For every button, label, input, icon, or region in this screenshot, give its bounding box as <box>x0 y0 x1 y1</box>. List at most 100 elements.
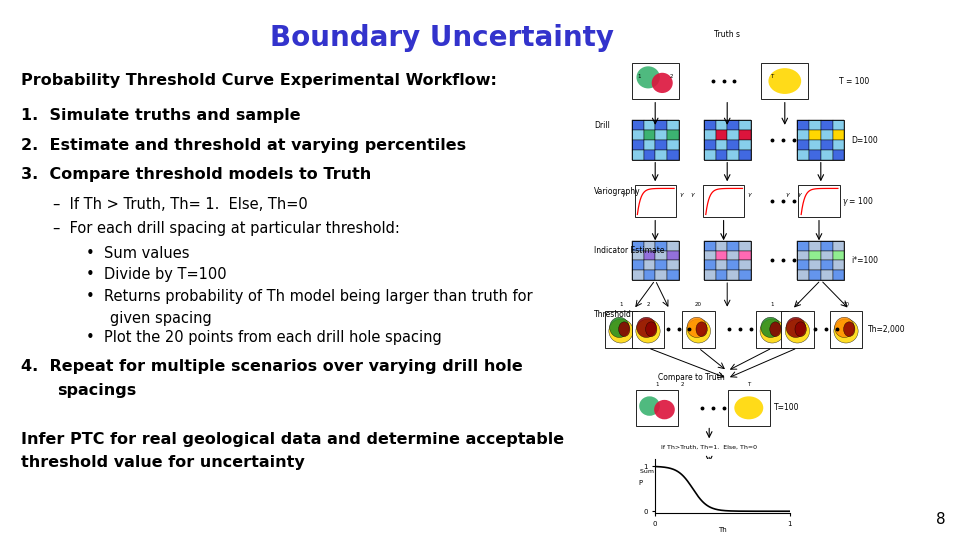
Bar <box>715 260 728 270</box>
Text: •  Plot the 20 points from each drill hole spacing: • Plot the 20 points from each drill hol… <box>86 330 443 346</box>
Bar <box>683 311 714 348</box>
Bar <box>667 241 679 251</box>
Bar <box>635 185 676 218</box>
Bar <box>643 241 655 251</box>
Bar <box>667 140 679 150</box>
Bar <box>632 260 643 270</box>
Bar <box>821 270 832 280</box>
Bar <box>739 150 751 160</box>
Bar <box>728 270 739 280</box>
Ellipse shape <box>610 317 629 338</box>
Bar <box>655 130 667 140</box>
Bar <box>739 260 751 270</box>
Bar <box>739 251 751 260</box>
Bar <box>832 270 844 280</box>
Ellipse shape <box>760 319 784 343</box>
Bar <box>832 120 844 130</box>
Bar <box>715 130 728 140</box>
Text: –  If Th > Truth, Th= 1.  Else, Th=0: – If Th > Truth, Th= 1. Else, Th=0 <box>53 197 307 212</box>
Bar <box>704 120 751 160</box>
Ellipse shape <box>618 322 630 336</box>
Text: Plot Probability-Threshold Curve: Plot Probability-Threshold Curve <box>660 489 759 494</box>
Ellipse shape <box>734 396 763 420</box>
Text: T: T <box>770 73 774 79</box>
Bar <box>704 130 715 140</box>
Bar <box>667 130 679 140</box>
Text: $\gamma$: $\gamma$ <box>798 191 804 199</box>
Bar <box>728 120 739 130</box>
Bar <box>832 130 844 140</box>
Text: 2: 2 <box>646 302 650 307</box>
Bar <box>667 270 679 280</box>
Bar <box>632 130 643 140</box>
Ellipse shape <box>834 319 858 343</box>
Text: 1.  Simulate truths and sample: 1. Simulate truths and sample <box>21 108 300 123</box>
Bar <box>632 120 679 160</box>
Bar <box>632 150 643 160</box>
Text: $\gamma$ = 100: $\gamma$ = 100 <box>843 195 875 208</box>
Ellipse shape <box>652 73 673 93</box>
Bar <box>643 140 655 150</box>
Bar <box>798 130 809 140</box>
Bar <box>739 270 751 280</box>
Text: 8: 8 <box>936 511 946 526</box>
Bar <box>809 120 821 130</box>
Text: 1: 1 <box>656 382 659 387</box>
Bar <box>632 270 643 280</box>
Bar <box>715 270 728 280</box>
Text: Th=2,000: Th=2,000 <box>868 325 905 334</box>
Bar <box>809 260 821 270</box>
Bar <box>704 241 715 251</box>
Text: –  For each drill spacing at particular threshold:: – For each drill spacing at particular t… <box>53 221 399 237</box>
Bar <box>655 251 667 260</box>
Text: •  Sum values: • Sum values <box>86 246 190 261</box>
Bar <box>821 150 832 160</box>
Ellipse shape <box>785 319 809 343</box>
Bar <box>809 150 821 160</box>
Bar <box>798 150 809 160</box>
Text: Infer PTC for real geological data and determine acceptable: Infer PTC for real geological data and d… <box>21 432 564 447</box>
Text: 20: 20 <box>695 302 702 307</box>
Bar <box>704 140 715 150</box>
Text: 1: 1 <box>619 302 623 307</box>
FancyBboxPatch shape <box>728 390 770 426</box>
Text: spacings: spacings <box>58 383 137 399</box>
Bar <box>643 130 655 140</box>
Bar <box>739 140 751 150</box>
Ellipse shape <box>636 317 656 338</box>
Bar <box>655 260 667 270</box>
Text: •  Divide by T=100: • Divide by T=100 <box>86 267 227 282</box>
FancyBboxPatch shape <box>632 63 679 99</box>
Bar <box>798 241 844 280</box>
Bar <box>798 140 809 150</box>
Ellipse shape <box>636 319 660 343</box>
Text: $\gamma$: $\gamma$ <box>689 191 696 199</box>
Bar <box>739 130 751 140</box>
Bar <box>798 251 809 260</box>
Bar <box>655 120 667 130</box>
Ellipse shape <box>686 319 710 343</box>
Bar <box>715 120 728 130</box>
Bar <box>715 150 728 160</box>
Bar <box>821 251 832 260</box>
Bar <box>809 241 821 251</box>
Ellipse shape <box>761 317 780 338</box>
Bar <box>739 120 751 130</box>
Bar <box>667 251 679 260</box>
Bar <box>798 120 809 130</box>
Bar <box>715 140 728 150</box>
Bar <box>728 140 739 150</box>
Bar <box>728 251 739 260</box>
Bar <box>632 241 643 251</box>
Bar <box>715 241 728 251</box>
Text: 4.  Repeat for multiple scenarios over varying drill hole: 4. Repeat for multiple scenarios over va… <box>21 359 523 374</box>
Bar <box>703 185 744 218</box>
Bar <box>715 251 728 260</box>
Bar <box>632 311 664 348</box>
Bar <box>632 241 679 280</box>
Bar <box>632 120 643 130</box>
Text: Drill: Drill <box>594 121 610 130</box>
Ellipse shape <box>844 322 855 336</box>
Ellipse shape <box>770 322 781 336</box>
Bar <box>781 311 813 348</box>
